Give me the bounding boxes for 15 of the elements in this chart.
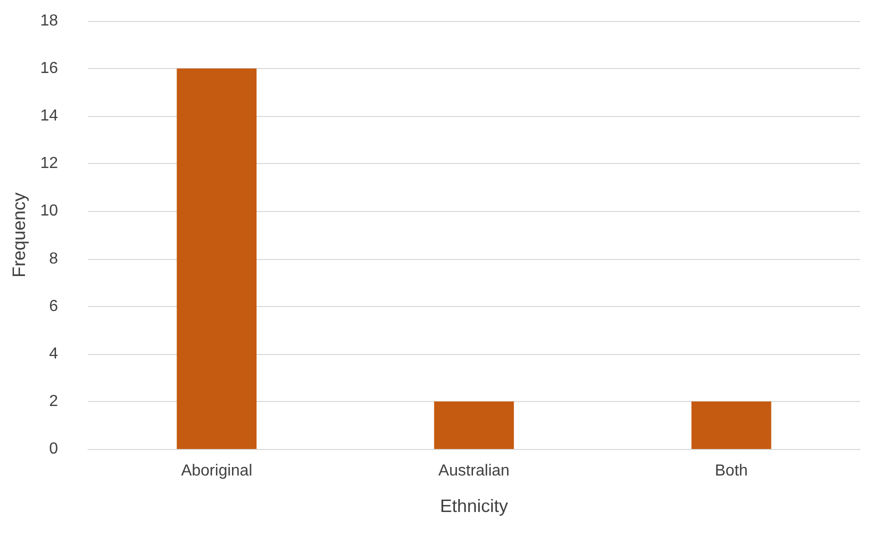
y-axis-title: Frequency (9, 192, 29, 278)
y-tick-label: 16 (40, 60, 58, 78)
x-tick-label: Aboriginal (181, 462, 252, 480)
y-tick-label: 6 (49, 298, 58, 315)
x-tick-label: Both (714, 462, 748, 480)
y-tick-label: 4 (49, 345, 58, 362)
y-tick-label: 12 (40, 155, 58, 172)
y-tick-label: 0 (49, 440, 58, 458)
x-tick-label: Australian (438, 462, 510, 480)
y-tick-label: 2 (49, 392, 58, 410)
x-axis-title: Ethnicity (440, 496, 508, 516)
y-tick-label: 18 (40, 12, 58, 30)
y-tick-label: 8 (49, 250, 58, 268)
y-tick-label: 10 (40, 202, 58, 220)
y-tick-label: 14 (40, 108, 58, 125)
